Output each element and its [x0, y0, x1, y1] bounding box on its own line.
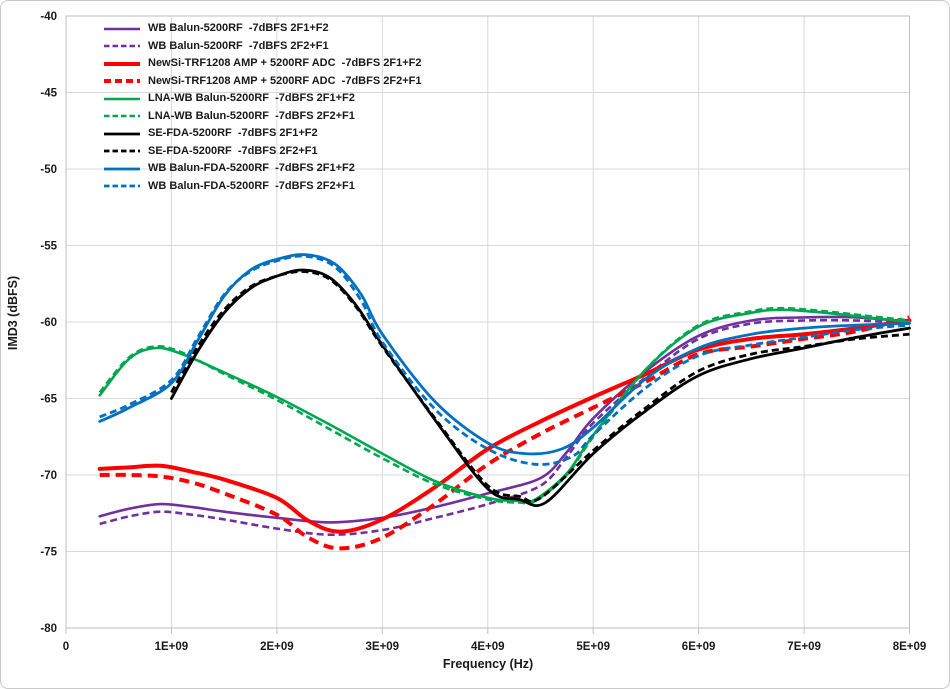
series-line-8 [170, 270, 910, 503]
y-tick-label: -70 [40, 470, 57, 482]
legend-item-5: LNA-WB Balun-5200RF -7dBFS 2F1+F2 [103, 90, 421, 108]
legend-label: SE-FDA-5200RF -7dBFS 2F1+F2 [148, 127, 318, 140]
series-line-9 [98, 253, 911, 456]
legend-item-10: WB Balun-FDA-5200RF -7dBFS 2F2+F1 [103, 178, 421, 196]
legend-item-3: NewSi-TRF1208 AMP + 5200RF ADC -7dBFS 2F… [103, 55, 421, 73]
legend-label: WB Balun-FDA-5200RF -7dBFS 2F1+F2 [148, 162, 355, 175]
y-tick-label: -40 [40, 11, 57, 23]
series-line-5 [98, 308, 911, 504]
series-lines [97, 253, 912, 551]
legend-line-sample [104, 61, 140, 66]
y-tick-label: -80 [40, 623, 57, 635]
legend-line-sample [104, 79, 140, 84]
legend-label: LNA-WB Balun-5200RF -7dBFS 2F1+F2 [148, 92, 355, 105]
legend-item-7: SE-FDA-5200RF -7dBFS 2F1+F2 [103, 125, 421, 143]
legend-label: WB Balun-FDA-5200RF -7dBFS 2F2+F1 [148, 179, 355, 192]
x-tick-label: 1E+09 [155, 641, 189, 653]
legend-line-sample [104, 132, 140, 136]
x-tick-label: 5E+09 [576, 641, 610, 653]
legend-label: LNA-WB Balun-5200RF -7dBFS 2F2+F1 [148, 109, 355, 122]
y-tick-label: -75 [40, 547, 57, 559]
legend-item-8: SE-FDA-5200RF -7dBFS 2F2+F1 [103, 143, 421, 161]
legend: WB Balun-5200RF -7dBFS 2F1+F2 WB Balun-52… [103, 20, 421, 195]
y-tick-label: -45 [40, 88, 57, 100]
legend-label: WB Balun-5200RF -7dBFS 2F1+F2 [148, 22, 329, 35]
legend-label: NewSi-TRF1208 AMP + 5200RF ADC -7dBFS 2F… [148, 74, 422, 87]
y-tick-labels: -40 -45 -50 -55 -60 -65 -70 -75 -80 [40, 11, 57, 635]
legend-line-sample [104, 114, 140, 118]
series-line-3 [97, 318, 912, 534]
x-tick-label: 7E+09 [787, 641, 821, 653]
legend-line-sample [104, 27, 140, 31]
x-tick-label: 6E+09 [682, 641, 716, 653]
x-tick-label: 2E+09 [260, 641, 294, 653]
legend-item-2: WB Balun-5200RF -7dBFS 2F2+F1 [103, 38, 421, 56]
legend-label: SE-FDA-5200RF -7dBFS 2F2+F1 [148, 144, 318, 157]
legend-label: NewSi-TRF1208 AMP + 5200RF ADC -7dBFS 2F… [148, 57, 422, 70]
series-line-6 [98, 306, 910, 505]
legend-item-6: LNA-WB Balun-5200RF -7dBFS 2F2+F1 [103, 108, 421, 126]
x-tick-label: 3E+09 [366, 641, 400, 653]
legend-line-sample [104, 167, 140, 171]
y-tick-label: -55 [40, 241, 57, 253]
series-line-4 [99, 315, 911, 551]
y-tick-label: -60 [40, 317, 57, 329]
y-tick-label: -65 [40, 394, 57, 406]
x-tick-labels: 0 1E+09 2E+09 3E+09 4E+09 5E+09 6E+09 7E+09 8E+0… [63, 641, 926, 653]
legend-line-sample [104, 97, 140, 101]
series-line-2 [99, 318, 910, 537]
legend-item-4: NewSi-TRF1208 AMP + 5200RF ADC -7dBFS 2F… [103, 73, 421, 91]
legend-item-9: WB Balun-FDA-5200RF -7dBFS 2F1+F2 [103, 160, 421, 178]
y-axis-title: IMD3 (dBFS) [6, 276, 20, 350]
legend-line-sample [104, 184, 140, 188]
x-tick-label: 0 [63, 641, 69, 653]
series-line-7 [170, 268, 911, 508]
legend-line-sample [104, 149, 140, 153]
x-tick-label: 8E+09 [893, 641, 927, 653]
x-axis-title: Frequency (Hz) [443, 657, 533, 671]
x-axis-ticks [65, 628, 910, 634]
y-tick-label: -50 [40, 164, 57, 176]
legend-label: WB Balun-5200RF -7dBFS 2F2+F1 [148, 39, 329, 52]
series-line-10 [99, 254, 910, 466]
series-line-1 [98, 315, 911, 524]
x-tick-label: 4E+09 [471, 641, 505, 653]
legend-line-sample [104, 44, 140, 48]
legend-item-1: WB Balun-5200RF -7dBFS 2F1+F2 [103, 20, 421, 38]
